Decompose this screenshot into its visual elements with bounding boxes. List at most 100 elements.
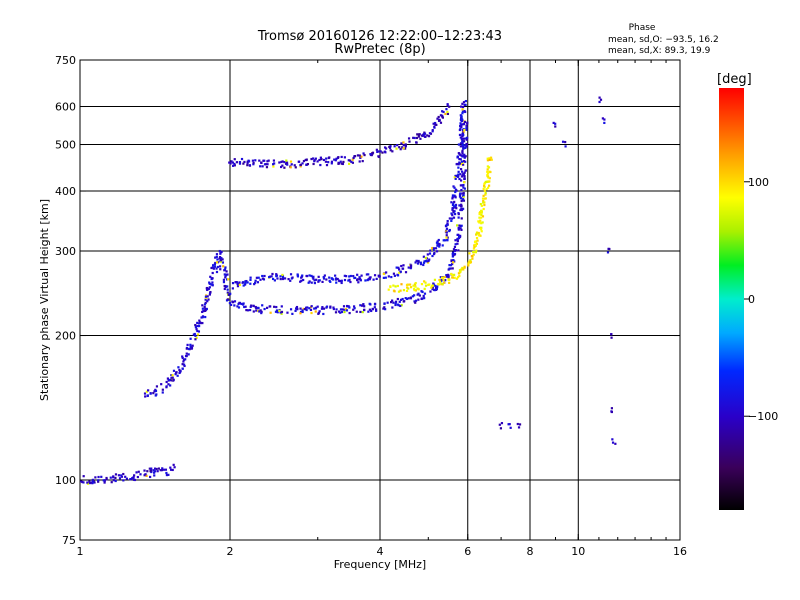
data-point: [363, 305, 366, 308]
data-point: [467, 260, 471, 263]
data-point: [213, 265, 216, 268]
data-point: [343, 308, 346, 311]
data-point: [363, 153, 366, 157]
phase-legend-title: Phase: [629, 23, 656, 33]
data-point: [355, 310, 358, 313]
data-point: [356, 273, 359, 276]
data-point: [460, 160, 464, 163]
data-point: [424, 256, 427, 260]
data-point: [215, 261, 219, 264]
data-point: [598, 96, 601, 99]
data-point: [249, 282, 252, 285]
data-point: [455, 174, 458, 177]
data-point: [463, 144, 466, 147]
data-point: [149, 470, 152, 473]
data-point: [358, 278, 361, 281]
data-point: [384, 308, 387, 311]
data-point: [445, 231, 448, 234]
phase-legend-x: mean, sd,X: 89.3, 19.9: [608, 46, 711, 56]
data-point: [456, 239, 459, 243]
data-point: [450, 272, 453, 276]
data-point: [452, 259, 455, 262]
data-point: [428, 132, 432, 135]
data-point: [122, 479, 125, 482]
data-point: [473, 244, 476, 247]
data-point: [301, 274, 304, 277]
data-point: [487, 166, 491, 169]
data-point: [448, 217, 451, 220]
data-point: [349, 274, 352, 278]
data-point: [171, 374, 174, 377]
data-point: [433, 288, 436, 292]
data-point: [462, 173, 465, 176]
data-point: [226, 273, 229, 276]
data-point: [211, 281, 214, 284]
data-point: [433, 252, 436, 255]
data-point: [335, 157, 338, 160]
data-point: [204, 296, 208, 299]
data-point: [398, 271, 401, 274]
data-point: [446, 103, 449, 106]
data-point: [358, 154, 361, 157]
data-point: [458, 268, 462, 272]
data-point: [417, 260, 420, 263]
data-point: [459, 142, 463, 145]
data-point: [324, 160, 328, 163]
y-tick-label: 100: [55, 474, 76, 487]
data-point: [457, 143, 461, 146]
data-point: [309, 308, 313, 312]
data-point: [460, 119, 464, 123]
data-point: [177, 366, 180, 369]
data-point: [211, 283, 214, 287]
data-point: [280, 312, 283, 315]
data-point: [461, 105, 465, 109]
data-point: [414, 299, 418, 302]
data-point: [251, 159, 255, 162]
data-point: [417, 292, 420, 295]
data-point: [458, 133, 462, 137]
data-point: [461, 161, 464, 165]
data-point: [452, 194, 455, 197]
data-point: [313, 281, 316, 285]
data-point: [459, 145, 462, 148]
data-point: [219, 252, 222, 255]
data-point: [370, 309, 373, 313]
data-point: [196, 324, 199, 328]
data-point: [392, 284, 395, 287]
data-point: [464, 99, 467, 103]
data-point: [424, 284, 428, 287]
data-point: [552, 121, 555, 125]
data-point: [477, 231, 480, 235]
data-point: [165, 473, 169, 477]
data-point: [92, 481, 95, 484]
data-point: [238, 283, 241, 286]
data-point: [237, 283, 240, 286]
data-point: [360, 274, 363, 277]
data-point: [481, 221, 484, 224]
data-point: [400, 283, 403, 286]
data-point: [460, 170, 464, 173]
data-point: [371, 151, 375, 154]
data-point: [86, 481, 89, 484]
data-point: [325, 305, 329, 308]
data-point: [260, 161, 263, 165]
data-point: [455, 277, 458, 280]
data-point: [196, 333, 200, 336]
colorbar: [deg] 100 0 −100: [717, 72, 778, 510]
data-points: [79, 96, 617, 485]
data-point: [469, 259, 472, 262]
data-point: [218, 257, 221, 260]
data-point: [155, 385, 159, 388]
data-point: [348, 311, 351, 315]
data-point: [461, 110, 465, 113]
data-point: [601, 117, 604, 120]
data-point: [255, 309, 258, 312]
data-point: [405, 283, 409, 287]
data-point: [391, 306, 394, 309]
plot-area: [79, 59, 681, 541]
data-point: [313, 307, 316, 310]
data-point: [310, 157, 313, 161]
data-point: [397, 290, 401, 293]
data-point: [167, 473, 170, 476]
data-point: [379, 150, 382, 153]
